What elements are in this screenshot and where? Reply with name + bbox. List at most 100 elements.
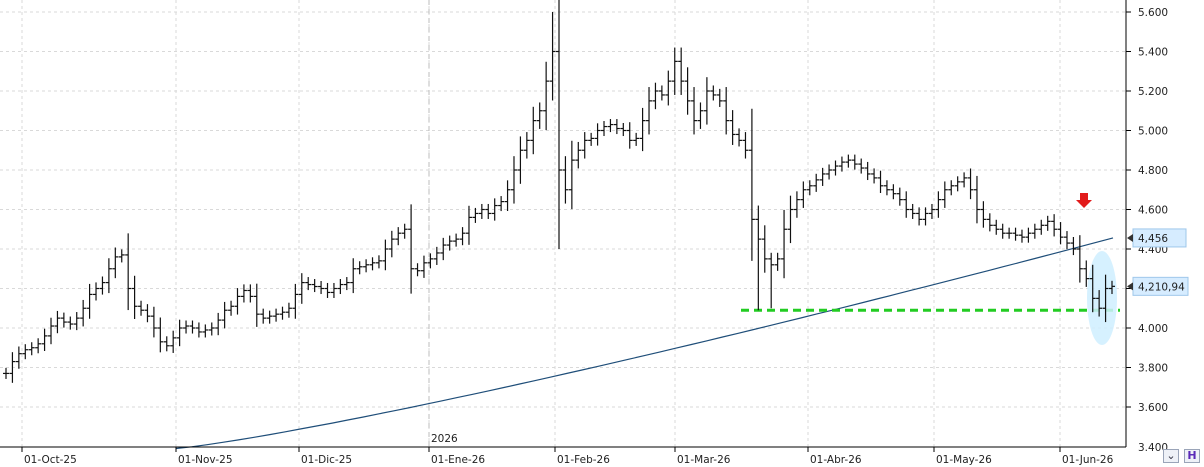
y-tick-label: 4.000 xyxy=(1138,323,1168,335)
ohlc-bar xyxy=(890,184,897,200)
ohlc-bar xyxy=(1076,235,1083,283)
ohlc-bar xyxy=(883,180,890,196)
last-price-label: 4,210,94 xyxy=(1138,281,1185,293)
ohlc-bar xyxy=(324,282,331,298)
ohlc-bar xyxy=(125,233,132,311)
ohlc-bar xyxy=(420,255,427,278)
ohlc-bar xyxy=(215,312,222,336)
ohlc-bar xyxy=(1096,290,1103,317)
ohlc-bar xyxy=(658,85,665,101)
ohlc-bar xyxy=(613,119,620,135)
ohlc-bar xyxy=(318,280,325,295)
red-arrow-shape xyxy=(1076,193,1092,208)
ohlc-bar xyxy=(813,173,820,192)
ohlc-bar xyxy=(195,322,202,338)
ohlc-bar xyxy=(703,77,710,125)
ohlc-bar xyxy=(22,344,29,360)
ohlc-bars xyxy=(3,0,1115,383)
chart-h-icon[interactable]: H xyxy=(1184,449,1200,463)
ohlc-bar xyxy=(163,336,170,352)
ohlc-bar xyxy=(99,276,106,295)
ohlc-bar xyxy=(228,300,235,316)
ohlc-bar xyxy=(337,279,344,295)
x-tick-label: 01-Oct-25 xyxy=(24,454,77,466)
ohlc-bar xyxy=(305,277,312,291)
ohlc-bar xyxy=(292,283,299,319)
ohlc-bar xyxy=(401,223,408,239)
ohlc-bar xyxy=(73,312,80,331)
ohlc-bar xyxy=(607,119,614,133)
ohlc-bar xyxy=(1057,222,1064,245)
ohlc-bar xyxy=(755,205,762,311)
ohlc-bar xyxy=(93,282,100,301)
ohlc-bar xyxy=(954,176,961,192)
ohlc-bar xyxy=(433,246,440,265)
y-tick-label: 5.400 xyxy=(1138,47,1168,59)
y-tick-label: 4.600 xyxy=(1138,205,1168,217)
ohlc-bar xyxy=(903,191,910,218)
red-down-arrow xyxy=(1076,193,1092,208)
moving-average-polyline xyxy=(175,237,1114,450)
ohlc-bar xyxy=(221,301,228,329)
ohlc-bar xyxy=(652,82,659,110)
ohlc-bar xyxy=(838,156,845,172)
ohlc-bar xyxy=(935,191,942,218)
ohlc-bar xyxy=(896,187,903,206)
ohlc-bar xyxy=(279,306,286,320)
ohlc-bar xyxy=(144,304,151,323)
ohlc-bar xyxy=(986,213,993,232)
ohlc-bar xyxy=(343,277,350,291)
y-tick-label: 4.800 xyxy=(1138,165,1168,177)
ohlc-bar xyxy=(472,207,479,223)
ohlc-bar xyxy=(864,161,871,181)
ohlc-bar xyxy=(208,322,215,336)
ohlc-bar xyxy=(395,227,402,246)
ohlc-bar xyxy=(504,180,511,212)
ohlc-bar xyxy=(1018,229,1025,243)
year-marker-label: 2026 xyxy=(431,433,458,445)
ohlc-bar xyxy=(170,330,177,353)
y-tick-label: 3.600 xyxy=(1138,402,1168,414)
ohlc-bar xyxy=(60,312,67,328)
ohlc-bar xyxy=(710,85,717,101)
ohlc-bar xyxy=(530,106,537,155)
ohlc-bar xyxy=(498,196,505,212)
ohlc-bar xyxy=(330,282,337,298)
ohlc-bar xyxy=(742,132,749,159)
ohlc-bar xyxy=(993,219,1000,235)
ohlc-bar xyxy=(112,247,119,279)
ohlc-bar xyxy=(118,249,125,263)
ohlc-bar xyxy=(1025,227,1032,243)
ohlc-bar xyxy=(465,205,472,245)
ohlc-bar xyxy=(575,141,582,169)
ohlc-bar xyxy=(941,181,948,208)
ohlc-bar xyxy=(562,156,569,204)
ohlc-bar xyxy=(716,88,723,107)
ohlc-bar xyxy=(1051,214,1058,237)
ohlc-bar xyxy=(414,263,421,277)
x-tick-label: 01-Dic-25 xyxy=(301,454,352,466)
highlight-ellipse xyxy=(1087,251,1117,345)
x-tick-label: 01-May-26 xyxy=(936,454,992,466)
ohlc-bar xyxy=(819,167,826,186)
ohlc-bar xyxy=(665,70,672,106)
ohlc-bar xyxy=(588,132,595,146)
chart-settings-icon[interactable]: ⌄ xyxy=(1163,449,1179,463)
ohlc-bar xyxy=(684,67,691,115)
year-label-text: 2026 xyxy=(431,433,458,445)
ohlc-bar xyxy=(556,0,562,249)
ohlc-bar xyxy=(234,288,241,315)
ohlc-bar xyxy=(781,209,788,279)
ohlc-bar xyxy=(1102,274,1109,323)
ohlc-bar xyxy=(633,132,640,146)
ohlc-bar xyxy=(748,108,755,261)
ohlc-bar xyxy=(858,158,865,174)
ohlc-bar xyxy=(961,172,968,188)
ohlc-bar xyxy=(568,140,575,210)
ohlc-bar xyxy=(285,302,292,318)
ohlc-bar xyxy=(1031,223,1038,239)
ohlc-bar xyxy=(916,207,923,226)
x-tick-label: 01-Feb-26 xyxy=(557,454,610,466)
